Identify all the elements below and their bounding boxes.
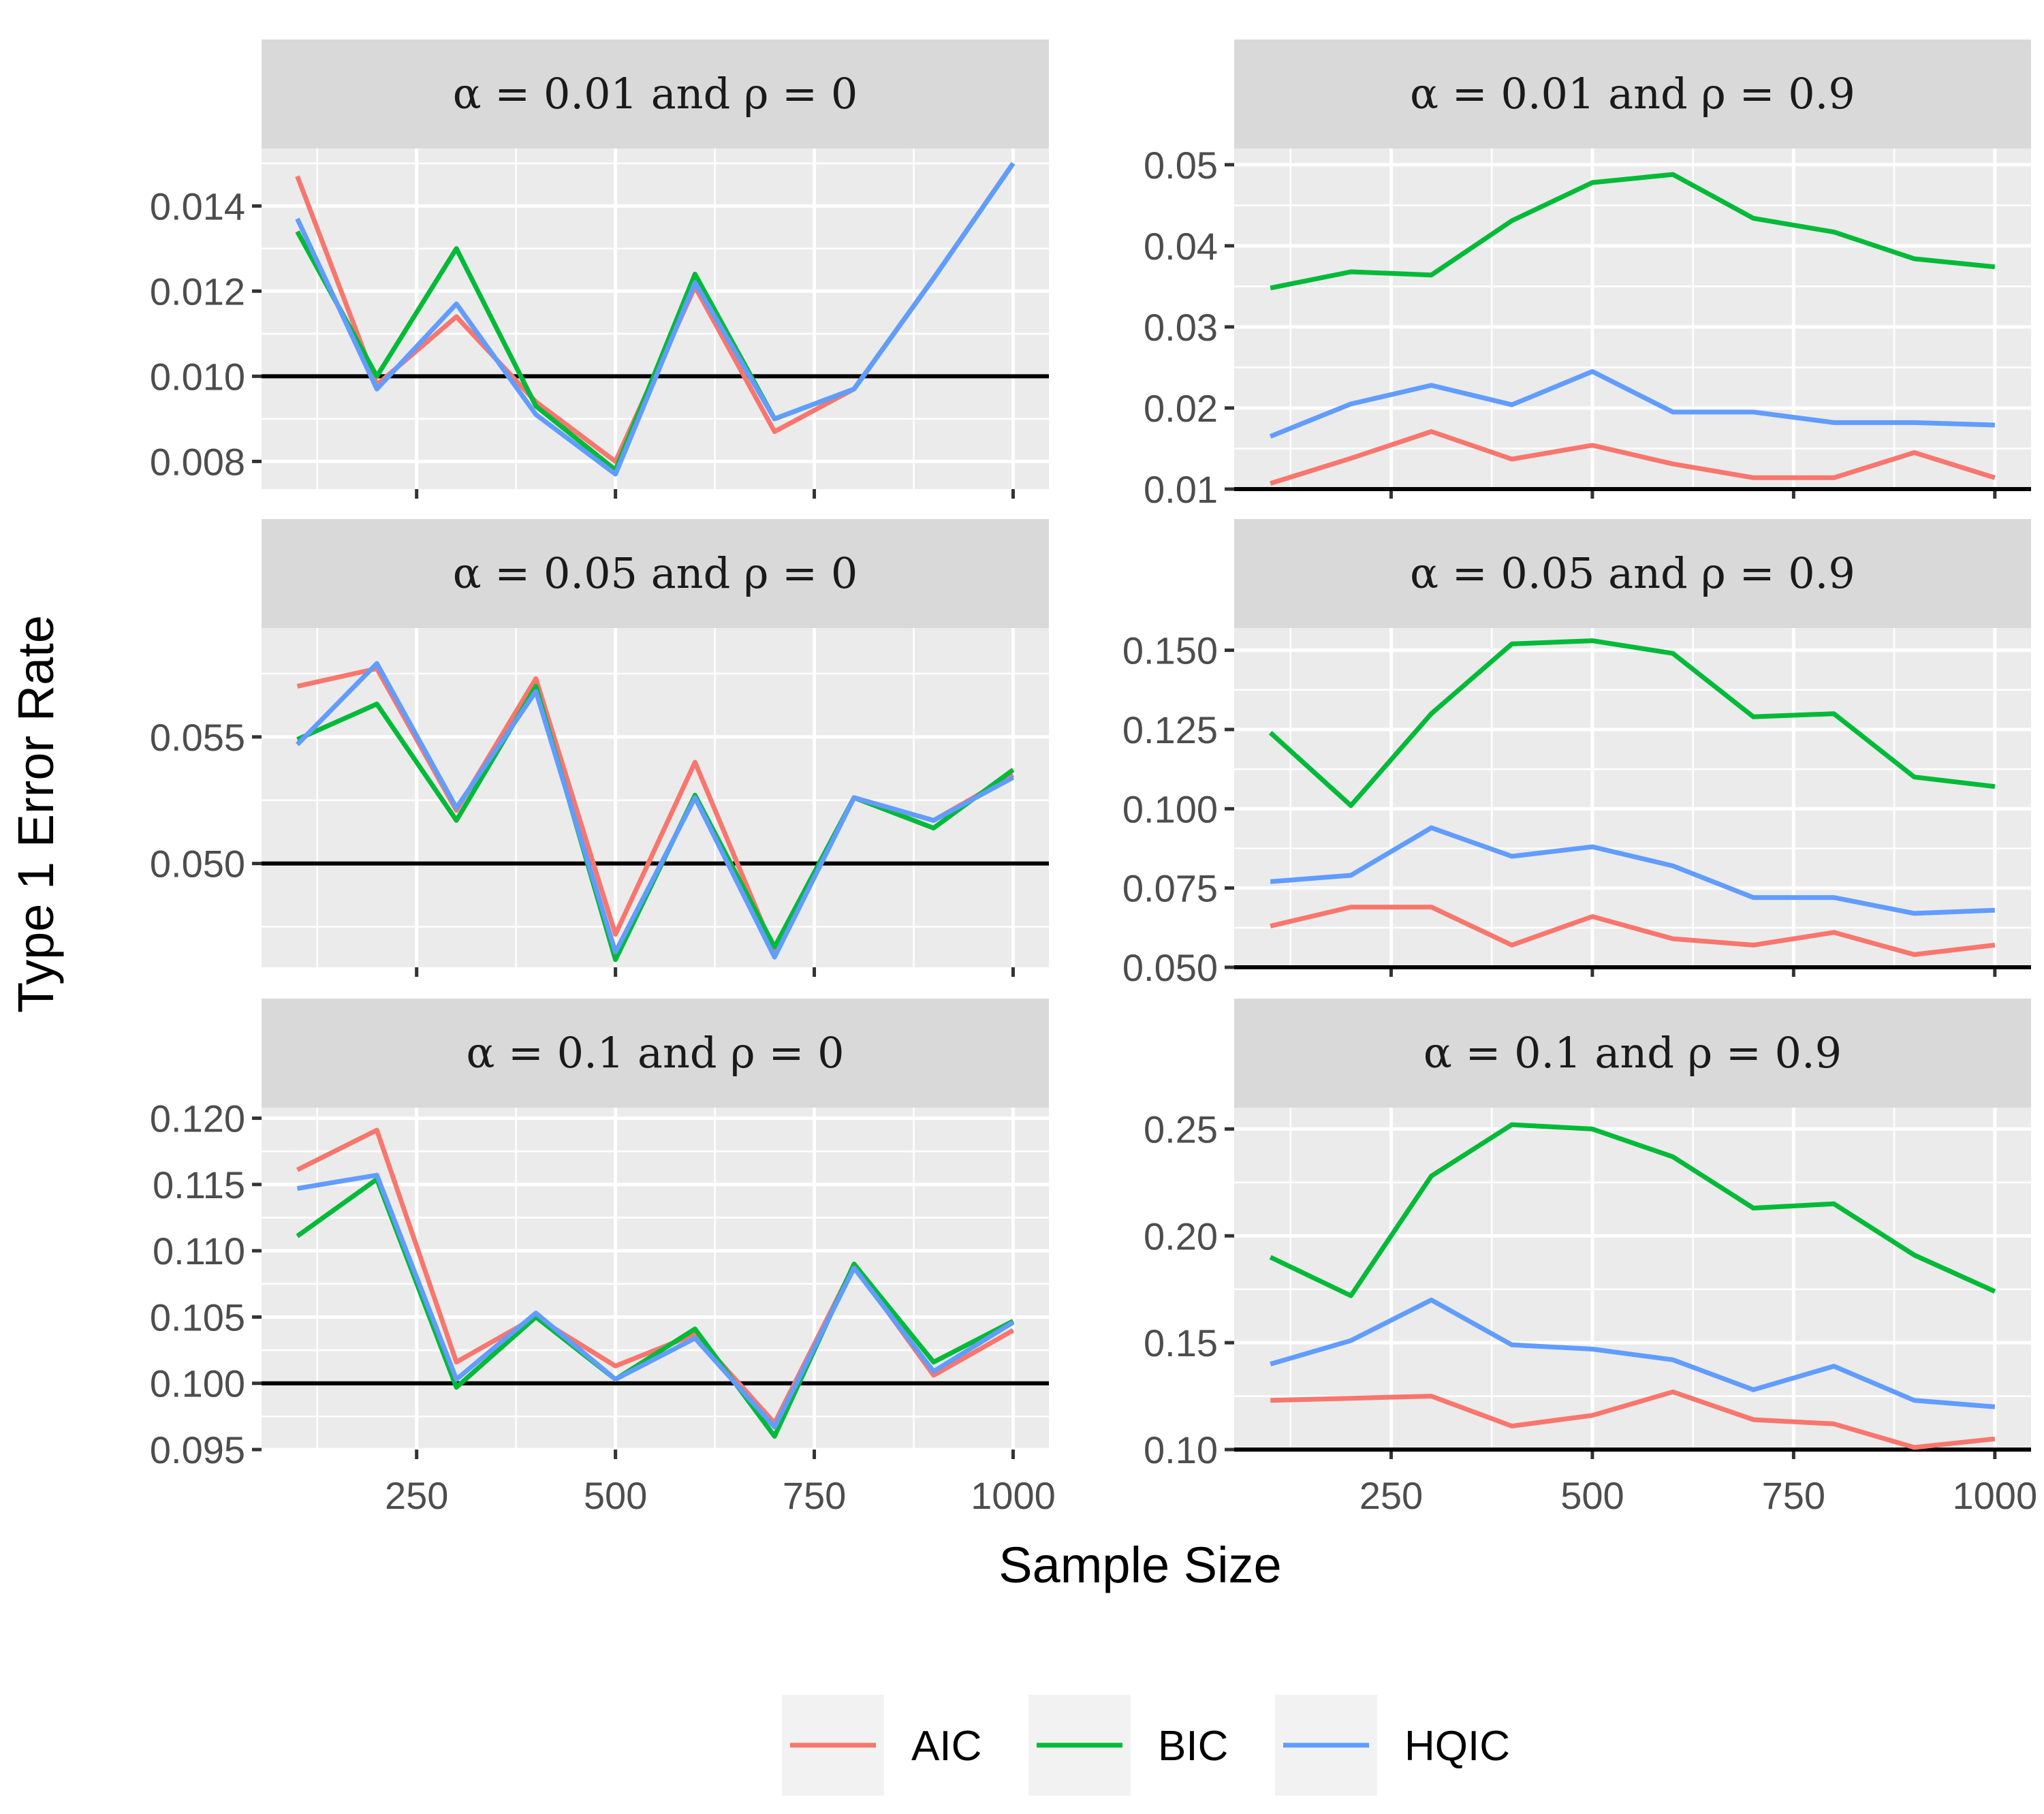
x-tick-label: 250 [385, 1474, 448, 1517]
y-tick-label: 0.075 [1122, 867, 1218, 910]
series-line-bic [1270, 172, 1996, 291]
legend: AIC BIC HQIC [782, 1695, 1510, 1796]
panel-6: α = 0.1 and ρ = 0.9 0.10 0.15 0.20 0.25 250 50… [1144, 999, 2037, 1517]
panel-strip [1234, 519, 2031, 628]
panel-1: α = 0.01 and ρ = 0 0.008 0.010 0.012 0.014 [150, 40, 1049, 499]
series-line-bic [1268, 638, 1996, 809]
x-axis-title: Sample Size [999, 1537, 1281, 1593]
legend-label: AIC [911, 1723, 981, 1770]
y-tick-label: 0.012 [150, 270, 245, 313]
panel-strip [262, 999, 1049, 1108]
x-tick-label: 1000 [971, 1474, 1056, 1517]
series-line-hqic [296, 1172, 1015, 1430]
series-line-aic [1270, 429, 1996, 486]
y-tick-label: 0.100 [150, 1362, 245, 1405]
y-tick-label: 0.10 [1144, 1428, 1218, 1471]
y-tick-label: 0.15 [1144, 1322, 1218, 1364]
panel-5: α = 0.1 and ρ = 0 0.095 0.100 0.105 0.110 0.1… [150, 999, 1056, 1517]
y-tick-label: 0.100 [1122, 787, 1218, 830]
series-line-hqic [1270, 1297, 1996, 1409]
panel-background [262, 148, 1049, 489]
panel-background [262, 1108, 1049, 1450]
y-tick-label: 0.03 [1144, 306, 1218, 349]
y-tick-label: 0.05 [1144, 144, 1218, 187]
x-tick-label: 250 [1359, 1474, 1423, 1517]
y-tick-label: 0.01 [1144, 468, 1218, 511]
panel-3: α = 0.05 and ρ = 0 0.050 0.055 [150, 519, 1049, 977]
legend-item-hqic: HQIC [1275, 1695, 1510, 1796]
series-line-hqic [295, 161, 1016, 477]
y-tick-label: 0.008 [150, 440, 245, 483]
y-tick-label: 0.014 [150, 185, 245, 228]
series-line-aic [1270, 905, 1996, 957]
series-line-hqic [296, 661, 1015, 960]
panel-background [1234, 148, 2031, 489]
x-tick-label: 750 [783, 1474, 846, 1517]
legend-item-bic: BIC [1028, 1695, 1228, 1796]
y-tick-label: 0.110 [153, 1230, 245, 1272]
series-line-hqic [1270, 825, 1995, 916]
panel-background [262, 628, 1049, 967]
x-tick-label: 1000 [1953, 1474, 2038, 1517]
panel-4: α = 0.05 and ρ = 0.9 0.050 0.075 0.100 0.125… [1122, 519, 2031, 989]
y-tick-label: 0.010 [150, 355, 245, 398]
y-tick-label: 0.120 [150, 1097, 245, 1140]
panel-2: α = 0.01 and ρ = 0.9 0.01 0.02 0.03 0.04 0.05 [1144, 40, 2031, 511]
panel-strip [262, 519, 1049, 628]
panel-strip [1234, 40, 2031, 148]
panel-title: α = 0.01 and ρ = 0.9 [1410, 69, 1855, 119]
y-tick-label: 0.095 [150, 1428, 245, 1471]
y-tick-label: 0.02 [1144, 387, 1218, 430]
series-line-hqic [1269, 369, 1995, 439]
series-line-aic [1270, 1389, 1996, 1450]
y-tick-label: 0.04 [1144, 225, 1218, 268]
y-tick-label: 0.125 [1122, 708, 1218, 751]
x-tick-label: 750 [1762, 1474, 1825, 1517]
panel-strip [262, 40, 1049, 148]
panel-title: α = 0.1 and ρ = 0 [466, 1028, 844, 1078]
x-tick-label: 500 [584, 1474, 647, 1517]
panel-title: α = 0.05 and ρ = 0 [453, 548, 858, 598]
y-tick-label: 0.20 [1144, 1215, 1218, 1257]
y-tick-label: 0.115 [153, 1163, 245, 1206]
y-tick-label: 0.150 [1122, 629, 1218, 672]
panel-background [1234, 628, 2031, 967]
y-tick-label: 0.050 [1122, 946, 1218, 989]
panel-title: α = 0.05 and ρ = 0.9 [1410, 548, 1855, 598]
y-tick-label: 0.105 [150, 1296, 245, 1339]
series-line-bic [1269, 1122, 1996, 1298]
panel-strip [1234, 999, 2031, 1108]
legend-label: HQIC [1404, 1723, 1510, 1770]
x-tick-label: 500 [1560, 1474, 1624, 1517]
legend-item-aic: AIC [782, 1695, 981, 1796]
panel-title: α = 0.01 and ρ = 0 [453, 69, 858, 119]
y-tick-label: 0.25 [1144, 1108, 1218, 1151]
panel-title: α = 0.1 and ρ = 0.9 [1424, 1028, 1842, 1078]
panel-grid: α = 0.01 and ρ = 00.0080.0100.0120.014α … [150, 40, 2037, 1517]
legend-label: BIC [1158, 1723, 1228, 1770]
y-axis-title: Type 1 Error Rate [7, 615, 64, 1013]
y-tick-label: 0.050 [150, 843, 245, 886]
y-tick-label: 0.055 [150, 716, 245, 759]
